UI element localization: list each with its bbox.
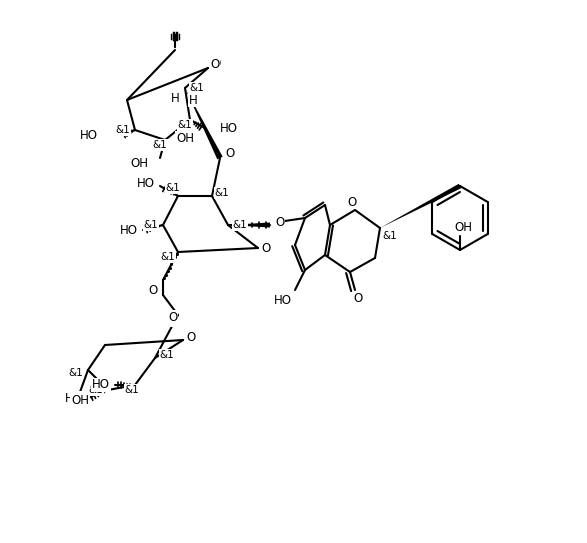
Text: H: H bbox=[188, 93, 197, 106]
Text: &1: &1 bbox=[116, 125, 130, 135]
Text: O: O bbox=[187, 331, 195, 344]
Text: &1: &1 bbox=[232, 220, 247, 230]
Text: O: O bbox=[225, 147, 234, 160]
Text: O: O bbox=[261, 242, 271, 255]
Text: HO: HO bbox=[220, 122, 238, 135]
Text: &1: &1 bbox=[160, 350, 174, 360]
Text: &1: &1 bbox=[144, 220, 158, 230]
Text: H: H bbox=[171, 92, 180, 104]
Text: O: O bbox=[149, 283, 158, 296]
Text: &1: &1 bbox=[178, 120, 193, 130]
Text: &1: &1 bbox=[161, 252, 176, 262]
Text: &1: &1 bbox=[89, 385, 103, 395]
Text: &1: &1 bbox=[69, 368, 83, 378]
Text: HO: HO bbox=[80, 129, 98, 142]
Text: &1: &1 bbox=[383, 231, 397, 241]
Polygon shape bbox=[228, 223, 270, 228]
Text: O: O bbox=[211, 56, 221, 70]
Text: &1: &1 bbox=[153, 140, 167, 150]
Text: OH: OH bbox=[71, 394, 89, 407]
Text: HO: HO bbox=[92, 378, 110, 392]
Text: HO: HO bbox=[65, 392, 83, 405]
Text: &1: &1 bbox=[215, 188, 230, 198]
Text: OH: OH bbox=[454, 220, 472, 233]
Text: O: O bbox=[353, 292, 363, 305]
Text: O: O bbox=[275, 216, 284, 229]
Text: O: O bbox=[168, 311, 178, 324]
Text: HO: HO bbox=[274, 294, 292, 306]
Text: OH: OH bbox=[130, 156, 148, 169]
Text: HO: HO bbox=[120, 224, 138, 237]
Text: &1: &1 bbox=[166, 183, 180, 193]
Text: &1: &1 bbox=[124, 385, 139, 395]
Text: &1: &1 bbox=[190, 83, 204, 93]
Text: O: O bbox=[348, 195, 357, 209]
Text: O: O bbox=[210, 58, 220, 71]
Polygon shape bbox=[185, 88, 222, 159]
Text: O: O bbox=[168, 313, 178, 326]
Text: OH: OH bbox=[176, 131, 194, 144]
Polygon shape bbox=[380, 184, 461, 228]
Text: HO: HO bbox=[137, 176, 155, 190]
